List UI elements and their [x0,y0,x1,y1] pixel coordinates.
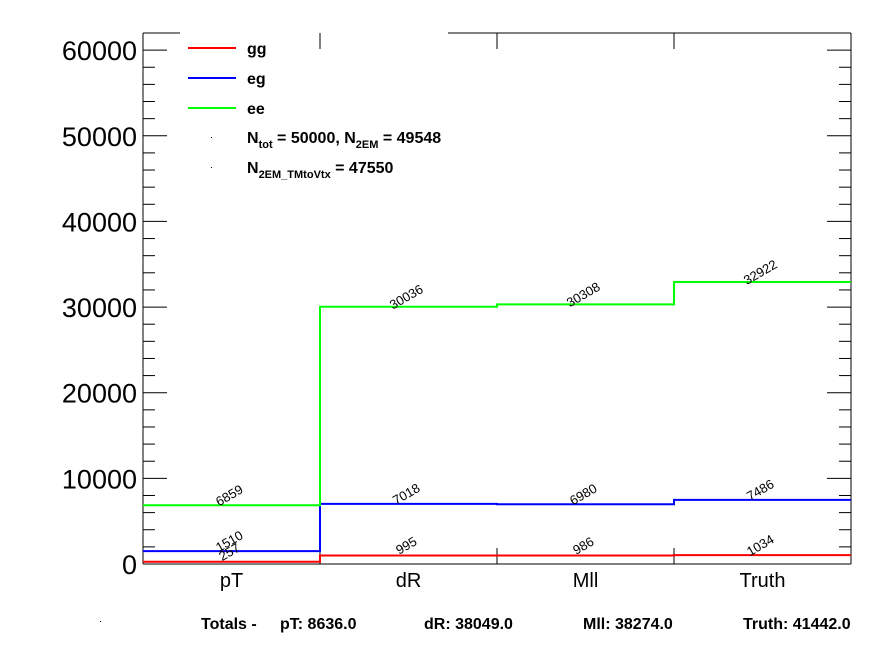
legend-stat-n2em: N2EM_TMtoVtx = 47550 [247,160,394,181]
series-line-gg [143,554,851,563]
totals-row: Totals - pT: 8636.0 dR: 38049.0 Mll: 382… [100,616,851,633]
series-line-eg [143,498,851,553]
x-tick-label-truth: Truth [740,570,786,592]
totals-mll: Mll: 38274.0 [583,616,673,633]
axes-layer: 0 10000 20000 30000 40000 50000 60000 pT dR Mll Tr… [62,32,852,592]
y-tick-label: 40000 [62,207,137,237]
legend-label-gg: gg [247,41,267,58]
legend-label-ee: ee [247,101,265,118]
y-tick-label: 30000 [62,293,137,323]
legend-marker-ntot [211,137,212,138]
x-tick-label-pt: pT [220,570,243,592]
y-tick-label: 0 [122,550,137,580]
legend-stat-ntot: Ntot = 50000, N2EM = 49548 [247,130,441,151]
y-tick-label: 60000 [62,36,137,66]
totals-marker [100,621,101,622]
totals-dr: dR: 38049.0 [424,616,513,633]
legend: gg eg ee Ntot = 50000, N2EM = 49548 N2EM… [188,41,441,181]
totals-prefix: Totals - [201,616,257,633]
y-tick-label: 20000 [62,379,137,409]
x-tick-label-dr: dR [396,570,422,592]
y-tick-label: 50000 [62,122,137,152]
data-label-gg-dr: 995 [393,534,419,558]
series-line-ee [143,281,851,507]
legend-marker-n2em [211,167,212,168]
legend-label-eg: eg [247,71,266,88]
data-label-gg-mll: 986 [570,534,596,558]
y-tick-label: 10000 [62,464,137,494]
series-layer [143,281,851,563]
x-tick-label-mll: Mll [573,570,599,592]
totals-pt: pT: 8636.0 [280,616,357,633]
totals-truth: Truth: 41442.0 [743,616,851,633]
